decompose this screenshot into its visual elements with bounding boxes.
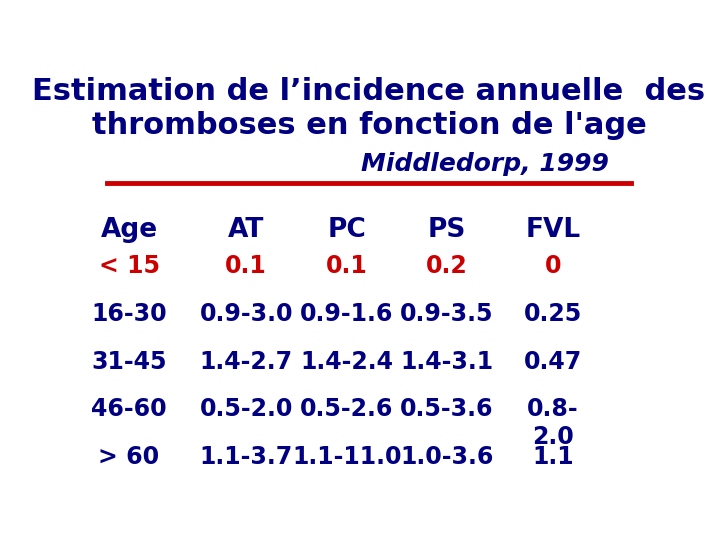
Text: PC: PC xyxy=(328,217,366,242)
Text: < 15: < 15 xyxy=(99,254,160,278)
Text: 0.9-3.0: 0.9-3.0 xyxy=(199,302,293,326)
Text: 1.0-3.6: 1.0-3.6 xyxy=(400,446,494,469)
Text: 0.9-1.6: 0.9-1.6 xyxy=(300,302,393,326)
Text: PS: PS xyxy=(428,217,467,242)
Text: > 60: > 60 xyxy=(99,446,160,469)
Text: 16-30: 16-30 xyxy=(91,302,167,326)
Text: FVL: FVL xyxy=(526,217,581,242)
Text: 0: 0 xyxy=(545,254,562,278)
Text: 0.25: 0.25 xyxy=(524,302,582,326)
Text: 1.1: 1.1 xyxy=(532,446,574,469)
Text: 0.47: 0.47 xyxy=(524,349,582,374)
Text: Estimation de l’incidence annuelle  des: Estimation de l’incidence annuelle des xyxy=(32,77,706,106)
Text: AT: AT xyxy=(228,217,264,242)
Text: thromboses en fonction de l'age: thromboses en fonction de l'age xyxy=(91,111,647,139)
Text: 46-60: 46-60 xyxy=(91,397,167,421)
Text: 0.1: 0.1 xyxy=(225,254,267,278)
Text: 0.5-3.6: 0.5-3.6 xyxy=(400,397,494,421)
Text: 1.4-2.7: 1.4-2.7 xyxy=(199,349,293,374)
Text: 0.8-
2.0: 0.8- 2.0 xyxy=(527,397,579,449)
Text: 31-45: 31-45 xyxy=(91,349,167,374)
Text: Middledorp, 1999: Middledorp, 1999 xyxy=(361,152,609,176)
Text: 0.9-3.5: 0.9-3.5 xyxy=(400,302,494,326)
Text: 0.2: 0.2 xyxy=(426,254,468,278)
Text: 1.1-11.0: 1.1-11.0 xyxy=(292,446,402,469)
Text: Age: Age xyxy=(101,217,158,242)
Text: 1.4-3.1: 1.4-3.1 xyxy=(400,349,494,374)
Text: 1.1-3.7: 1.1-3.7 xyxy=(199,446,293,469)
Text: 1.4-2.4: 1.4-2.4 xyxy=(300,349,393,374)
Text: 0.1: 0.1 xyxy=(326,254,367,278)
Text: 0.5-2.0: 0.5-2.0 xyxy=(199,397,293,421)
Text: 0.5-2.6: 0.5-2.6 xyxy=(300,397,393,421)
